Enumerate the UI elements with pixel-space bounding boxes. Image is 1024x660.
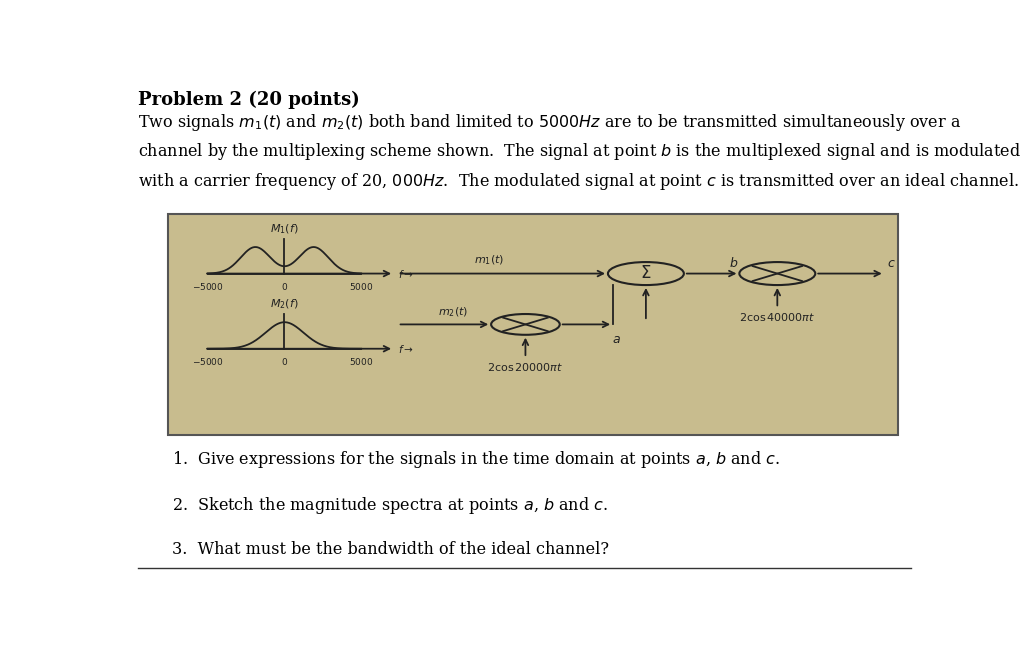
- Text: 3.  What must be the bandwidth of the ideal channel?: 3. What must be the bandwidth of the ide…: [172, 541, 608, 558]
- Text: 2.  Sketch the magnitude spectra at points $a$, $b$ and $c$.: 2. Sketch the magnitude spectra at point…: [172, 495, 607, 516]
- Text: Problem 2 (20 points): Problem 2 (20 points): [138, 90, 360, 109]
- Text: Two signals $m_1(t)$ and $m_2(t)$ both band limited to $5000Hz$ are to be transm: Two signals $m_1(t)$ and $m_2(t)$ both b…: [138, 112, 1022, 192]
- FancyBboxPatch shape: [168, 214, 898, 435]
- Text: 1.  Give expressions for the signals in the time domain at points $a$, $b$ and $: 1. Give expressions for the signals in t…: [172, 449, 779, 470]
